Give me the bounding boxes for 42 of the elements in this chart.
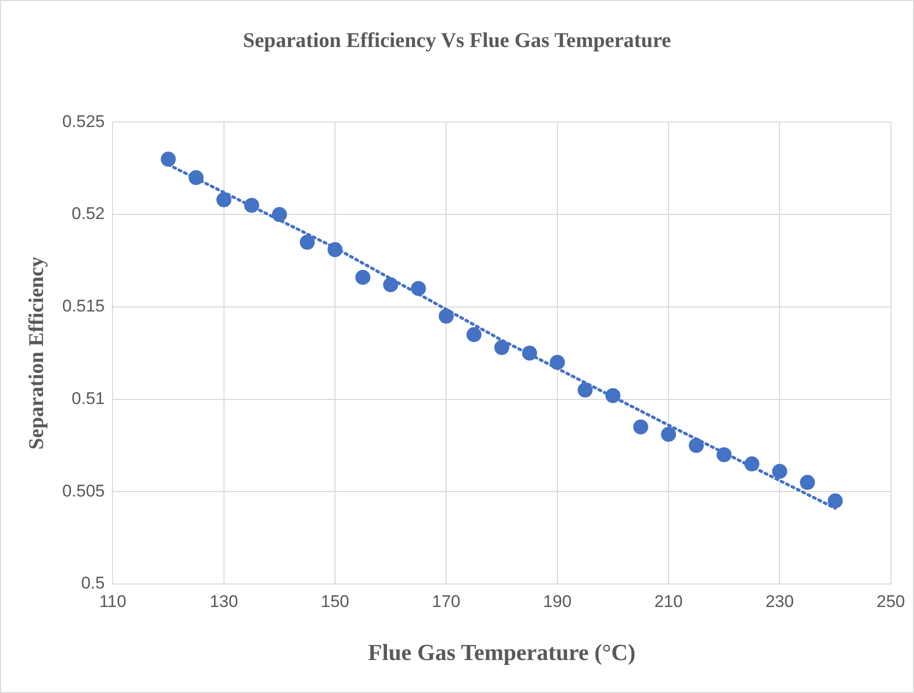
point bbox=[272, 207, 287, 222]
point bbox=[160, 152, 176, 167]
point bbox=[355, 270, 370, 285]
x-tick-label: 170 bbox=[432, 592, 460, 611]
y-tick-label: 0.515 bbox=[62, 296, 105, 316]
y-axis-title: Separation Efficiency bbox=[24, 256, 48, 450]
point bbox=[216, 192, 232, 208]
x-axis-title: Flue Gas Temperature (°C) bbox=[368, 640, 636, 666]
point bbox=[438, 308, 454, 324]
chart-title: Separation Efficiency Vs Flue Gas Temperature bbox=[243, 28, 671, 52]
point bbox=[772, 464, 788, 479]
x-tick-label: 130 bbox=[210, 592, 238, 611]
point bbox=[494, 340, 510, 356]
point bbox=[550, 354, 565, 370]
point bbox=[605, 388, 620, 404]
point bbox=[244, 198, 260, 213]
point bbox=[522, 346, 538, 361]
point bbox=[300, 234, 315, 250]
point bbox=[383, 277, 398, 292]
point bbox=[800, 474, 815, 490]
point bbox=[688, 438, 704, 453]
point bbox=[410, 280, 426, 296]
y-tick-label: 0.5 bbox=[81, 574, 105, 593]
point bbox=[188, 170, 204, 186]
x-tick-label: 250 bbox=[876, 592, 906, 611]
y-tick-label: 0.525 bbox=[62, 112, 105, 131]
point bbox=[744, 456, 760, 472]
point bbox=[661, 426, 676, 442]
y-tick-label: 0.51 bbox=[72, 388, 105, 408]
y-tick-label: 0.52 bbox=[72, 204, 105, 224]
x-tick-label: 210 bbox=[654, 592, 683, 611]
x-tick-label: 150 bbox=[320, 592, 350, 611]
x-tick-label: 110 bbox=[99, 592, 126, 611]
point bbox=[466, 327, 482, 342]
y-tick-label: 0.505 bbox=[62, 481, 105, 500]
point bbox=[633, 419, 648, 434]
point bbox=[328, 242, 343, 258]
point bbox=[716, 447, 732, 462]
x-tick-label: 230 bbox=[765, 592, 794, 611]
point bbox=[828, 493, 843, 508]
x-tick-label: 190 bbox=[543, 592, 572, 611]
point bbox=[578, 382, 593, 398]
